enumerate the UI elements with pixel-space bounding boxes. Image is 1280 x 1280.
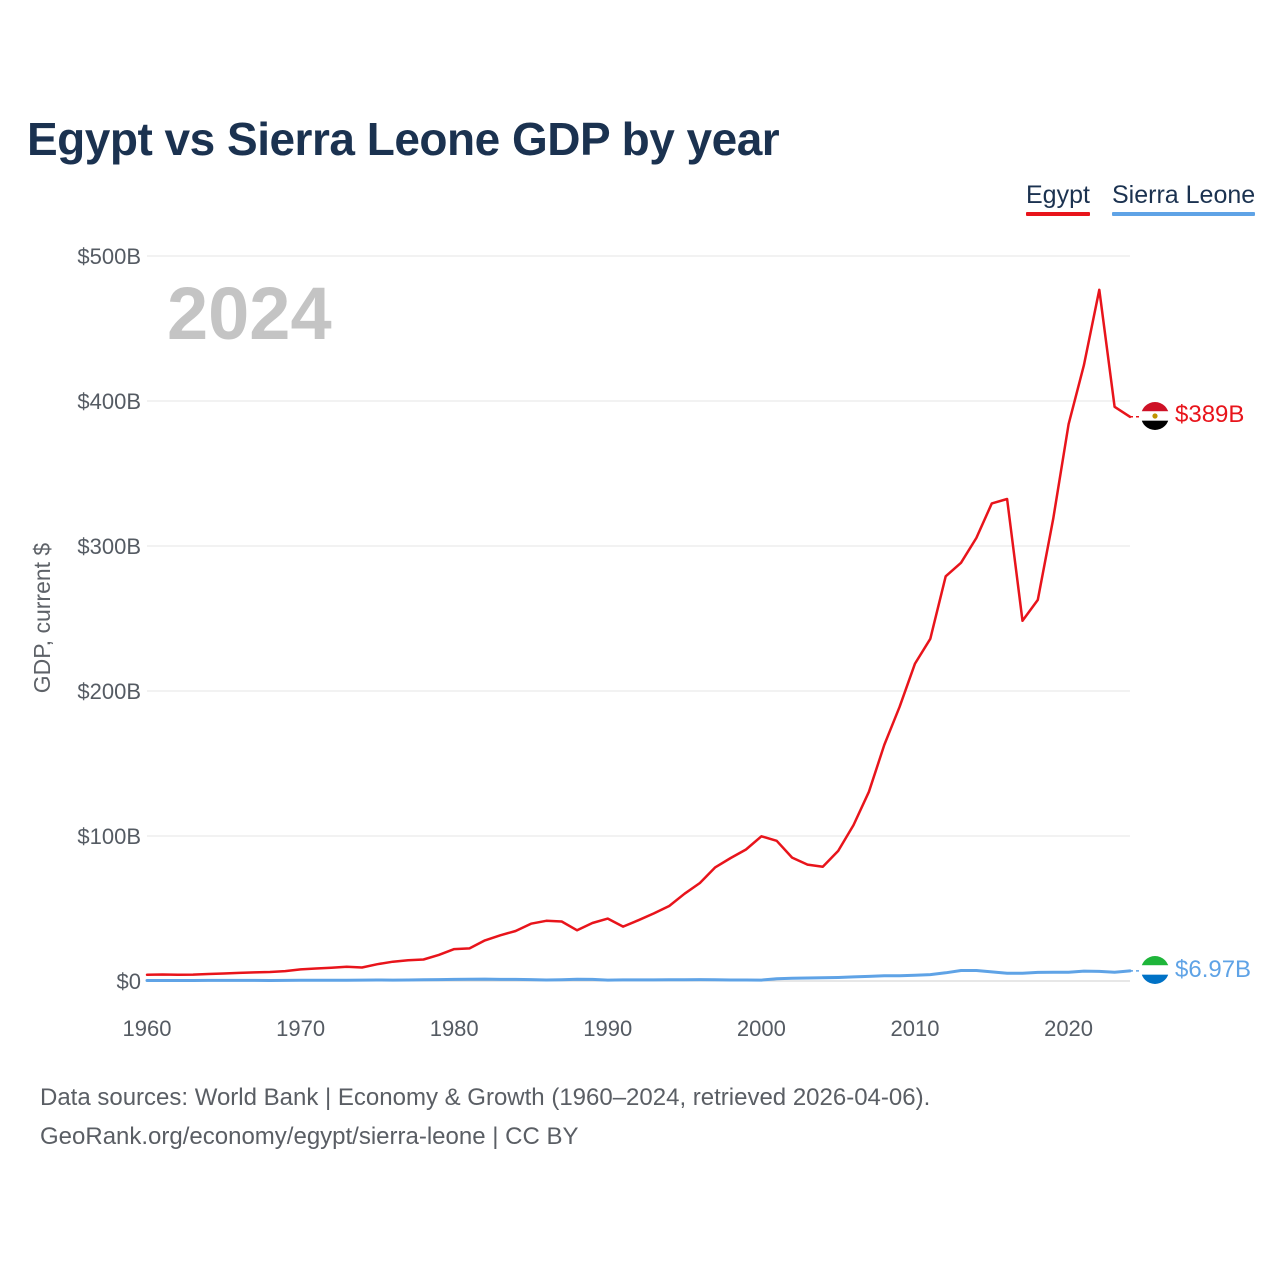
legend-swatch-egypt [1026, 212, 1090, 216]
grid-lines [147, 255, 1130, 982]
sierra-leone-flag-icon [1141, 956, 1169, 984]
x-tick-label: 1990 [583, 1016, 632, 1041]
x-tick-label: 2010 [890, 1016, 939, 1041]
end-value-label-egypt: $389B [1175, 401, 1244, 428]
y-tick-label: $100B [77, 824, 141, 849]
chart-title: Egypt vs Sierra Leone GDP by year [27, 113, 780, 165]
legend-swatch-sierra-leone [1112, 212, 1256, 216]
y-tick-label: $200B [77, 679, 141, 704]
x-axis: 1960 1970 1980 1990 2000 2010 2020 [123, 1016, 1094, 1041]
end-value-label-sierra-leone: $6.97B [1175, 956, 1251, 983]
source-text: Data sources: World Bank | Economy & Gro… [40, 1084, 931, 1111]
legend-item-egypt[interactable]: Egypt [1026, 181, 1090, 216]
series-line-egypt[interactable] [145, 288, 1132, 977]
y-tick-label: $300B [77, 534, 141, 559]
y-tick-label: $400B [77, 389, 141, 414]
series-lines [145, 288, 1141, 982]
legend-item-sierra-leone[interactable]: Sierra Leone [1112, 181, 1256, 216]
x-tick-label: 1980 [430, 1016, 479, 1041]
y-axis-title: GDP, current $ [29, 543, 55, 694]
x-tick-label: 1960 [123, 1016, 172, 1041]
y-axis: $0 $100B $200B $300B $400B $500B [77, 244, 141, 994]
source-url-text: GeoRank.org/economy/egypt/sierra-leone |… [40, 1123, 579, 1150]
egypt-flag-icon [1141, 402, 1169, 430]
x-tick-label: 1970 [276, 1016, 325, 1041]
legend-label-egypt: Egypt [1026, 181, 1090, 209]
current-year-label: 2024 [167, 272, 332, 355]
series-line-sierra-leone[interactable] [145, 969, 1132, 982]
legend-label-sierra-leone: Sierra Leone [1112, 181, 1256, 209]
x-tick-label: 2020 [1044, 1016, 1093, 1041]
y-tick-label: $0 [117, 969, 141, 994]
x-tick-label: 2000 [737, 1016, 786, 1041]
y-tick-label: $500B [77, 244, 141, 269]
